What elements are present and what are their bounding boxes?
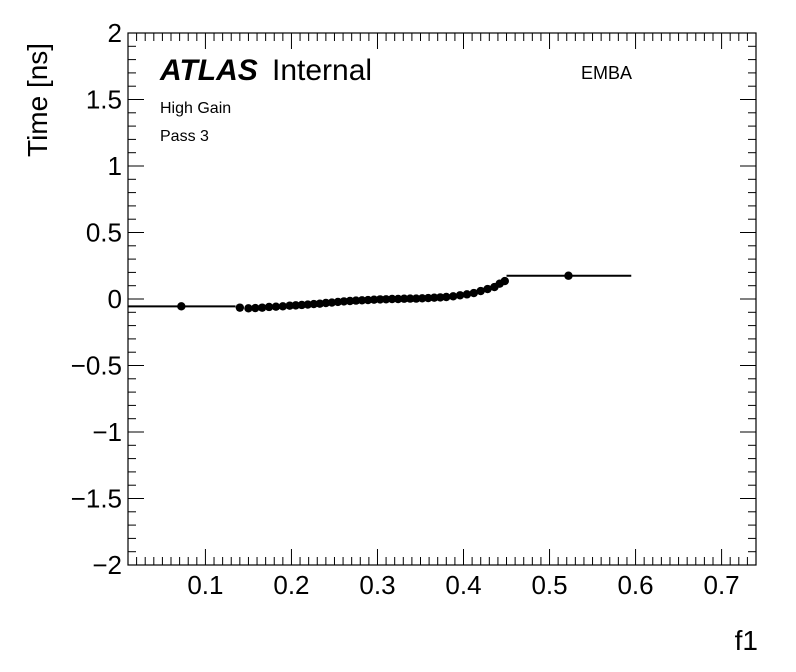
y-tick-label: 1.5	[86, 85, 122, 115]
data-point	[177, 302, 186, 311]
data-point	[424, 293, 433, 303]
data-point	[309, 299, 319, 309]
y-axis-title: Time [ns]	[22, 43, 53, 157]
data-point	[251, 303, 260, 313]
data-point	[381, 295, 391, 304]
atlas-label: ATLAS	[159, 54, 258, 87]
region-label: EMBA	[581, 63, 632, 83]
x-tick-label: 0.6	[617, 570, 653, 600]
axis-ticks	[128, 32, 756, 566]
data-point	[345, 296, 355, 306]
data-point	[291, 301, 300, 310]
x-axis-title: f1	[735, 625, 758, 656]
data-point	[442, 292, 451, 302]
data-point	[369, 295, 379, 304]
data-point	[264, 302, 274, 312]
data-point	[244, 304, 253, 313]
data-point	[469, 288, 479, 298]
data-points	[128, 271, 632, 313]
x-tick-label: 0.4	[445, 570, 481, 600]
x-tick-label: 0.7	[704, 570, 740, 600]
data-point	[564, 271, 573, 280]
data-point	[436, 293, 445, 302]
y-tick-label: 2	[108, 18, 122, 48]
x-tick-label: 0.5	[531, 570, 567, 600]
internal-label: Internal	[272, 54, 372, 87]
data-point	[393, 294, 403, 304]
y-tick-label: −1	[92, 417, 122, 447]
data-point	[387, 294, 397, 304]
data-point	[399, 294, 409, 303]
data-point	[333, 297, 343, 307]
data-point	[483, 284, 492, 294]
x-tick-label: 0.2	[273, 570, 309, 600]
data-point	[297, 300, 306, 310]
pass-label: Pass 3	[160, 128, 209, 145]
y-tick-label: 0	[108, 284, 122, 314]
gain-label: High Gain	[160, 100, 231, 117]
data-point	[285, 301, 294, 310]
y-tick-label: 1	[108, 151, 122, 181]
y-tick-labels: −2 −1.5 −1 −0.5 0 0.5 1 1.5 2	[71, 18, 122, 580]
data-point	[258, 303, 267, 312]
data-point	[405, 294, 415, 303]
data-point	[462, 290, 472, 299]
data-point	[448, 292, 458, 301]
data-point	[235, 303, 245, 312]
data-point	[271, 302, 281, 311]
data-point	[500, 276, 509, 286]
data-point	[303, 300, 312, 309]
data-point	[363, 295, 373, 305]
x-tick-label: 0.1	[187, 570, 223, 600]
y-tick-label: −2	[92, 550, 122, 580]
y-tick-label: −0.5	[71, 351, 122, 381]
data-point	[430, 293, 439, 302]
x-tick-labels: 0.1 0.2 0.3 0.4 0.5 0.6 0.7	[187, 570, 739, 600]
data-point	[321, 298, 331, 308]
y-tick-label: 0.5	[86, 218, 122, 248]
data-point	[278, 302, 288, 311]
data-point	[476, 286, 485, 296]
data-point	[455, 291, 465, 300]
data-point	[375, 295, 385, 304]
data-point	[411, 294, 421, 303]
x-tick-label: 0.3	[359, 570, 395, 600]
data-point	[357, 296, 367, 305]
data-point	[351, 296, 361, 305]
data-point	[339, 297, 349, 306]
y-tick-label: −1.5	[71, 484, 122, 514]
data-point	[418, 294, 427, 303]
